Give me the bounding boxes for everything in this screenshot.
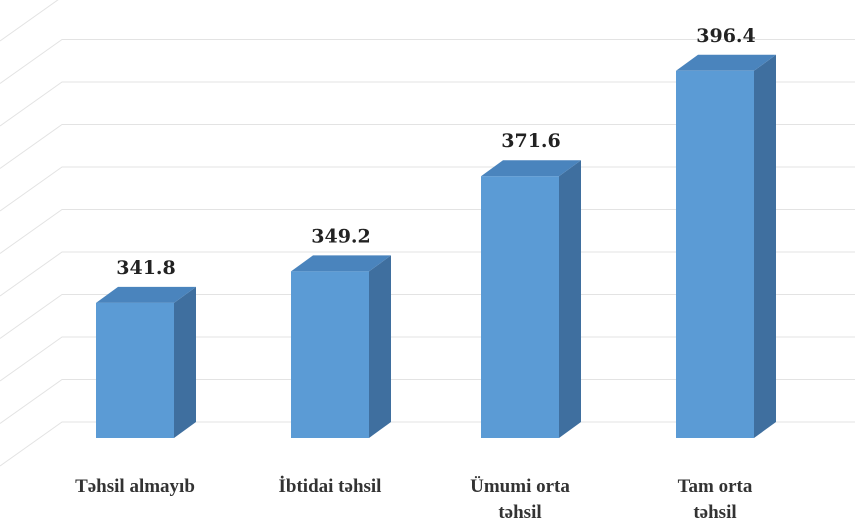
grid-line <box>0 421 855 467</box>
x-tick-label: İbtidai təhsil <box>278 476 382 497</box>
grid-line <box>0 81 855 127</box>
bar-side <box>174 286 196 438</box>
grid-line <box>0 336 855 382</box>
x-tick-label: Tam orta təhsil <box>677 476 753 523</box>
value-label: 349.2 <box>311 225 371 247</box>
bar-top <box>481 160 581 177</box>
bar-top <box>291 255 391 272</box>
grid-line <box>0 124 855 169</box>
grid-line <box>0 379 855 424</box>
value-label: 396.4 <box>696 25 756 47</box>
grid-line <box>0 294 855 339</box>
bar-top <box>96 286 196 303</box>
bar-side <box>369 255 391 438</box>
grid-line <box>0 39 855 84</box>
value-label: 371.6 <box>501 130 561 152</box>
bar-side <box>754 54 776 439</box>
bar <box>676 70 754 439</box>
bar-side <box>559 160 581 438</box>
bar <box>291 271 369 438</box>
bar-top <box>676 54 776 71</box>
grid-line <box>0 166 855 212</box>
grid-line <box>0 0 59 42</box>
grid-line <box>0 209 855 254</box>
bar <box>96 302 174 438</box>
grid-line <box>0 251 855 297</box>
bar <box>481 176 559 438</box>
x-tick-label: Təhsil almayıb <box>75 476 195 497</box>
x-tick-label: Ümumi orta təhsil <box>470 476 570 523</box>
value-label: 341.8 <box>116 257 176 279</box>
